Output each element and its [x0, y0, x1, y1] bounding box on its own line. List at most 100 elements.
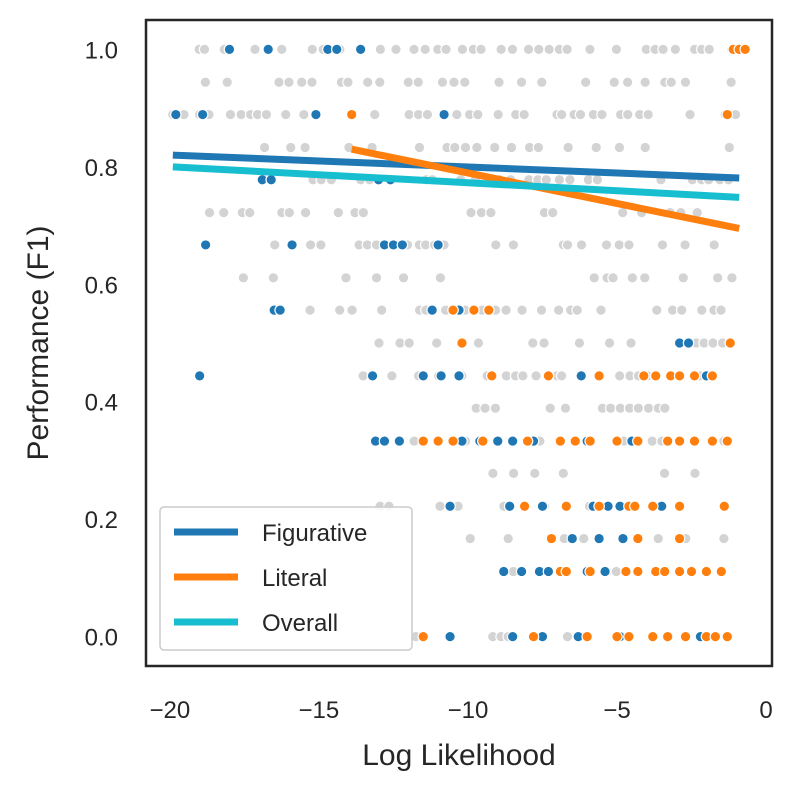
other-point	[440, 43, 452, 56]
other-point	[726, 272, 738, 284]
other-point	[553, 173, 566, 186]
literal-point	[673, 500, 686, 513]
other-point	[538, 337, 550, 349]
other-point	[373, 337, 385, 349]
figurative-point	[223, 43, 236, 56]
literal-point	[715, 565, 728, 578]
other-point	[652, 532, 665, 545]
other-point	[607, 272, 619, 284]
other-point	[718, 532, 730, 545]
other-point	[642, 402, 655, 414]
figurative-point	[506, 435, 519, 447]
other-point	[517, 370, 529, 382]
literal-point	[661, 435, 674, 447]
literal-point	[569, 435, 582, 447]
other-point	[656, 239, 669, 251]
other-point	[507, 239, 520, 251]
other-point	[522, 43, 535, 56]
literal-point	[581, 630, 593, 643]
literal-point	[649, 370, 662, 382]
other-point	[621, 108, 634, 121]
literal-point	[584, 565, 596, 578]
other-point	[306, 76, 318, 89]
other-point	[675, 304, 688, 316]
legend-label-figurative: Figurative	[262, 520, 367, 547]
other-point	[421, 108, 434, 121]
other-point	[535, 304, 548, 316]
figurative-point	[491, 435, 504, 447]
other-point	[260, 108, 273, 121]
other-point	[723, 141, 736, 154]
other-point	[403, 337, 416, 349]
other-point	[419, 43, 431, 56]
other-point	[448, 76, 460, 89]
trend-line-figurative	[172, 151, 740, 182]
literal-point	[646, 630, 659, 643]
other-point	[299, 206, 312, 219]
other-point	[448, 141, 461, 154]
figurative-point	[617, 532, 629, 545]
other-point	[298, 108, 310, 121]
literal-point	[447, 435, 459, 447]
figurative-point	[599, 565, 611, 578]
legend: Figurative Literal Overall	[159, 506, 413, 651]
other-point	[555, 370, 568, 382]
other-point	[304, 304, 316, 316]
other-point	[530, 370, 542, 382]
literal-point	[673, 435, 686, 447]
other-point	[506, 43, 519, 56]
x-axis-ticks: −20 −15 −10 −5 0	[149, 697, 772, 724]
literal-point	[688, 370, 701, 382]
x-tick-label: 0	[759, 697, 772, 724]
literal-point	[417, 630, 430, 643]
other-point	[657, 43, 669, 56]
other-point	[591, 173, 604, 186]
other-point	[375, 304, 388, 316]
other-point	[475, 43, 487, 56]
other-point	[532, 141, 545, 154]
other-point	[493, 76, 505, 89]
other-point	[284, 141, 297, 154]
other-point	[621, 76, 634, 89]
literal-point	[679, 630, 692, 643]
other-point	[595, 304, 607, 316]
other-point	[632, 402, 645, 414]
literal-point	[658, 565, 671, 578]
y-tick-label: 0.8	[85, 155, 118, 182]
literal-point	[345, 108, 358, 121]
other-point	[268, 239, 281, 251]
other-point	[273, 76, 285, 89]
other-point	[679, 239, 691, 251]
other-point	[368, 108, 381, 121]
other-point	[471, 141, 483, 154]
other-point	[249, 43, 261, 56]
figurative-point	[497, 565, 510, 578]
y-tick-label: 0.2	[85, 507, 118, 534]
other-point	[295, 76, 308, 89]
literal-point	[584, 435, 596, 447]
other-point	[235, 108, 247, 121]
literal-point	[611, 435, 623, 447]
literal-point	[721, 435, 734, 447]
other-point	[564, 173, 576, 186]
literal-point	[620, 565, 632, 578]
figurative-point	[417, 370, 430, 382]
literal-point	[673, 370, 686, 382]
literal-point	[518, 500, 531, 513]
plot-frame	[144, 18, 774, 668]
literal-point	[688, 435, 701, 447]
other-point	[299, 141, 311, 154]
other-point	[518, 108, 530, 121]
other-point	[306, 43, 319, 56]
literal-point	[638, 370, 650, 382]
figurative-point	[515, 565, 528, 578]
y-axis-ticks: 0.0 0.2 0.4 0.6 0.8 1.0	[85, 37, 118, 651]
literal-point	[527, 630, 540, 643]
other-point	[707, 337, 719, 349]
other-point	[665, 76, 678, 89]
figurative-point	[396, 239, 409, 251]
literal-point	[477, 435, 489, 447]
other-point	[527, 337, 539, 349]
other-point	[613, 370, 626, 382]
other-point	[397, 272, 410, 284]
